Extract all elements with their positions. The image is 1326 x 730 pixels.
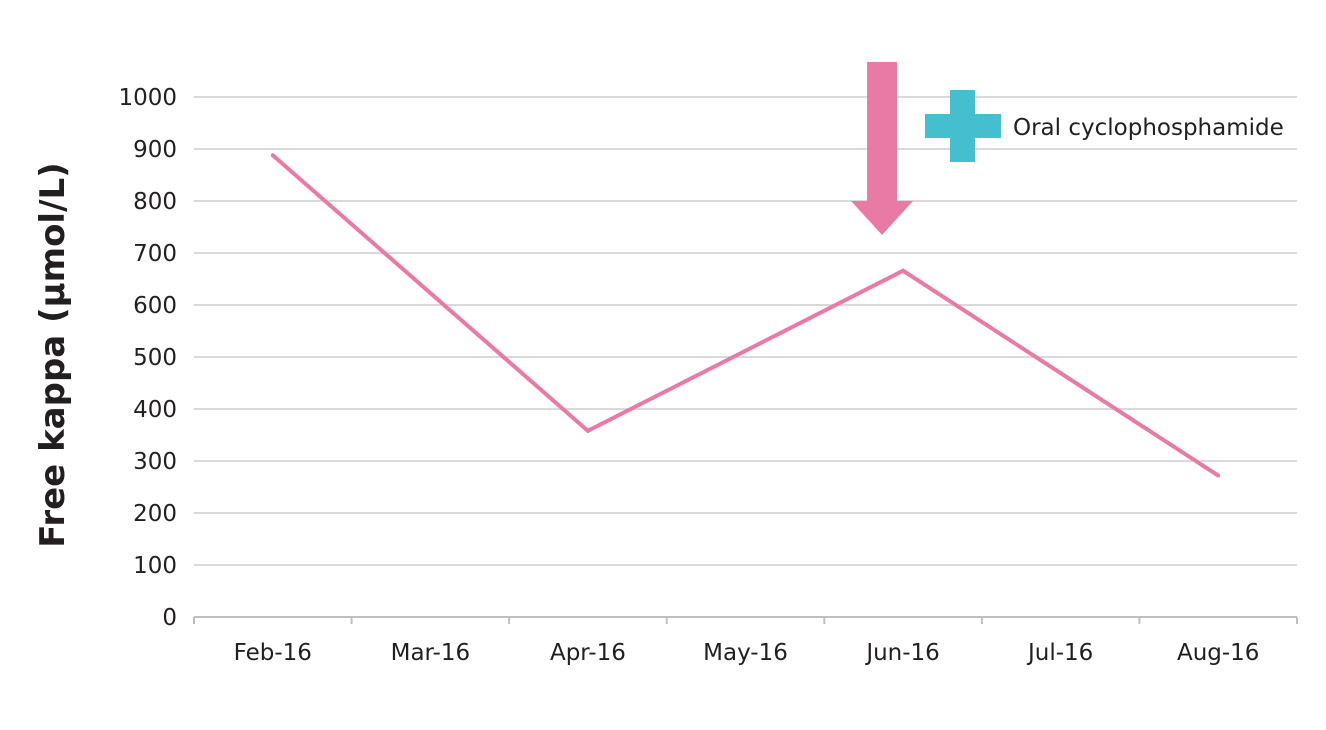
y-tick-label-500: 500 — [133, 345, 177, 371]
y-tick-label-300: 300 — [133, 449, 177, 475]
grid-lines — [194, 96, 1297, 566]
series-line-0 — [271, 153, 1220, 478]
y-tick-label-900: 900 — [133, 137, 177, 163]
data-point-Jun-16 — [901, 268, 906, 273]
treatment-arrow-icon — [851, 62, 914, 235]
legend-plus-icon — [925, 90, 1001, 162]
legend-label: Oral cyclophosphamide — [1013, 115, 1284, 141]
y-tick-label-1000: 1000 — [118, 85, 177, 111]
x-tick-label-Jun-16: Jun-16 — [864, 640, 940, 666]
x-tick-label-Feb-16: Feb-16 — [234, 640, 312, 666]
x-tick-label-May-16: May-16 — [703, 640, 788, 666]
y-tick-label-400: 400 — [133, 397, 177, 423]
data-point-Apr-16 — [585, 428, 590, 433]
x-tick-label-Jul-16: Jul-16 — [1026, 640, 1093, 666]
x-axis-ticks: Feb-16 Mar-16 Apr-16 May-16 Jun-16 Jul-16 Aug-… — [234, 640, 1260, 666]
y-tick-label-0: 0 — [162, 605, 177, 631]
data-point-Aug-16 — [1216, 473, 1221, 478]
annotation-layer: Oral cyclophosphamide — [851, 62, 1284, 235]
y-axis-label: Free kappa (μmol/L) — [33, 162, 73, 547]
x-tick-label-Mar-16: Mar-16 — [391, 640, 471, 666]
data-point-Feb-16 — [270, 153, 275, 158]
y-tick-label-600: 600 — [133, 293, 177, 319]
y-tick-label-800: 800 — [133, 189, 177, 215]
y-tick-label-100: 100 — [133, 553, 177, 579]
x-tick-label-Aug-16: Aug-16 — [1177, 640, 1259, 666]
x-tick-label-Apr-16: Apr-16 — [550, 640, 626, 666]
y-axis-ticks: 0 100 200 300 400 500 600 700 800 900 1000 — [118, 85, 177, 631]
series-layer — [270, 153, 1221, 478]
x-axis — [193, 616, 1298, 624]
y-tick-label-700: 700 — [133, 241, 177, 267]
y-tick-label-200: 200 — [133, 501, 177, 527]
